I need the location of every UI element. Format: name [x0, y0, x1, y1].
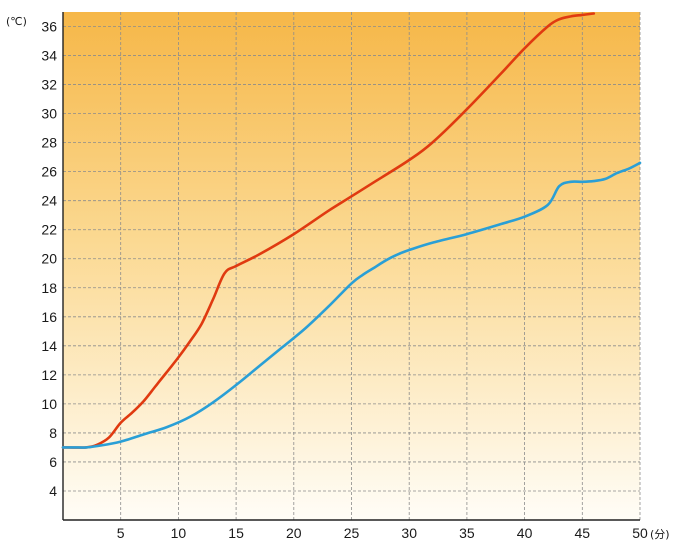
- x-tick-label: 20: [286, 525, 302, 541]
- y-tick-label: 10: [41, 396, 57, 412]
- x-tick-label: 40: [517, 525, 533, 541]
- series-line-blue: [61, 161, 642, 449]
- x-tick-labels: 5 10 15 20 25 30 35 40 45 50: [117, 525, 648, 541]
- y-tick-label: 16: [41, 309, 57, 325]
- x-tick-label: 15: [228, 525, 244, 541]
- x-tick-label: 30: [401, 525, 417, 541]
- y-tick-label: 6: [49, 454, 57, 470]
- y-tick-labels: 4 6 8 10 12 14 16 18 20 22 24 26 28 30 32 34 36: [41, 19, 57, 499]
- y-axis-unit-label: (℃): [6, 15, 27, 28]
- x-tick-label: 50: [632, 525, 648, 541]
- y-tick-label: 14: [41, 338, 57, 354]
- y-tick-label: 12: [41, 367, 57, 383]
- y-tick-label: 22: [41, 222, 57, 238]
- y-tick-label: 24: [41, 193, 57, 209]
- series-lines: [61, 12, 642, 449]
- x-axis-unit-label: (分): [650, 528, 670, 541]
- y-tick-label: 4: [49, 483, 57, 499]
- plot-background: [63, 12, 640, 520]
- grid-lines: [63, 12, 641, 520]
- x-tick-label: 35: [459, 525, 475, 541]
- y-tick-label: 18: [41, 280, 57, 296]
- x-tick-label: 10: [171, 525, 187, 541]
- x-tick-label: 25: [344, 525, 360, 541]
- series-line-red: [61, 12, 596, 449]
- y-tick-label: 34: [41, 48, 57, 64]
- x-tick-label: 5: [117, 525, 125, 541]
- y-tick-label: 20: [41, 251, 57, 267]
- y-tick-label: 36: [41, 19, 57, 35]
- y-tick-label: 8: [49, 425, 57, 441]
- y-tick-label: 26: [41, 164, 57, 180]
- y-tick-label: 32: [41, 77, 57, 93]
- x-tick-label: 45: [575, 525, 591, 541]
- y-tick-label: 30: [41, 106, 57, 122]
- y-tick-label: 28: [41, 135, 57, 151]
